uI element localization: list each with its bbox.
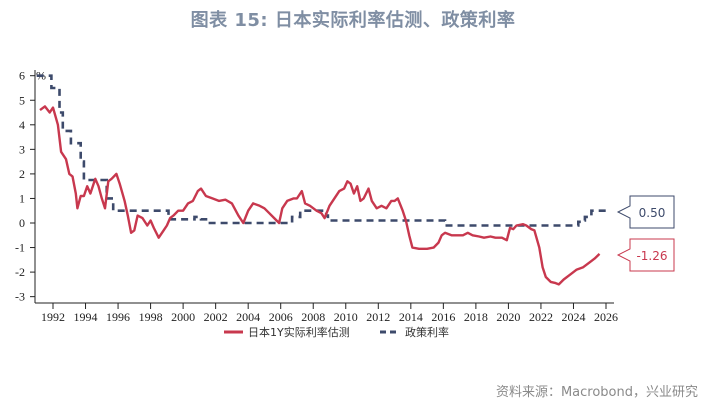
real-rate-callout-box [616, 238, 675, 272]
x-tick-label: 2000 [171, 310, 195, 324]
x-tick-label: 2010 [334, 310, 358, 324]
x-tick-label: 1998 [139, 310, 163, 324]
source-note: 资料来源：Macrobond，兴业研究 [495, 385, 698, 400]
y-tick-label: -2 [15, 265, 25, 279]
y-tick-label: 4 [19, 118, 25, 132]
x-tick-label: 1996 [106, 310, 130, 324]
y-tick-label: 3 [19, 142, 25, 156]
x-tick-label: 2022 [529, 310, 553, 324]
real-rate-line [39, 105, 601, 286]
y-tick-label: 5 [19, 93, 25, 107]
y-tick-label: 0 [19, 216, 25, 230]
x-tick-label: 2016 [431, 310, 455, 324]
x-tick-label: 2014 [399, 310, 423, 324]
y-tick-label: 6 [19, 69, 25, 83]
value-callouts: 0.50 -1.26 [616, 195, 675, 272]
legend-label-policy: 政策利率 [405, 325, 449, 339]
legend-label-real: 日本1Y实际利率估测 [248, 325, 350, 339]
plot-lines [36, 74, 606, 286]
x-tick-label: 2002 [204, 310, 228, 324]
legend: 日本1Y实际利率估测 政策利率 [224, 325, 449, 339]
x-tick-label: 1994 [74, 310, 98, 324]
x-tick-label: 2004 [236, 310, 260, 324]
x-tick-label: 2018 [464, 310, 488, 324]
x-tick-label: 2024 [561, 310, 585, 324]
x-tick-label: 2020 [496, 310, 520, 324]
x-tick-label: 1992 [41, 310, 65, 324]
x-tick-label: 2012 [366, 310, 390, 324]
policy-rate-callout-value: 0.50 [639, 206, 666, 220]
x-tick-label: 2026 [594, 310, 618, 324]
x-tick-label: 2008 [301, 310, 325, 324]
policy-rate-line [36, 74, 606, 227]
y-tick-label: 1 [19, 191, 25, 205]
chart-title: 图表 15: 日本实际利率估测、政策利率 [190, 10, 516, 31]
real-rate-callout-value: -1.26 [636, 249, 667, 263]
policy-rate-callout-box [616, 195, 675, 229]
y-tick-label: 2 [19, 167, 25, 181]
x-tick-label: 2006 [269, 310, 293, 324]
y-tick-label: -3 [15, 290, 25, 304]
y-tick-label: -1 [15, 241, 25, 255]
